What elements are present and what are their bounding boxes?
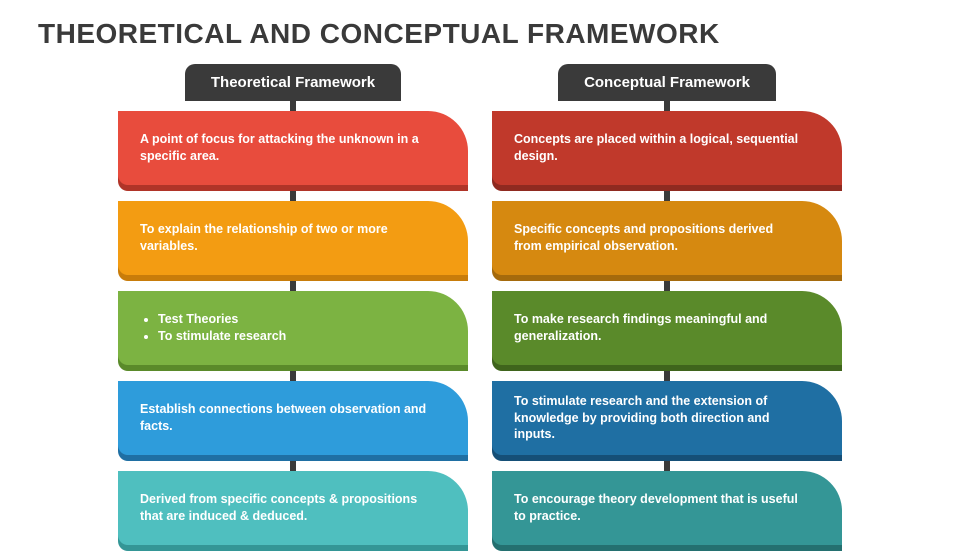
page-title: THEORETICAL AND CONCEPTUAL FRAMEWORK xyxy=(38,18,720,50)
card: To make research findings meaningful and… xyxy=(492,291,842,365)
card-text: To stimulate research and the extension … xyxy=(514,393,802,444)
columns-container: Theoretical Framework A point of focus f… xyxy=(0,64,960,545)
card-text: Derived from specific concepts & proposi… xyxy=(140,491,428,525)
card-face: Establish connections between observatio… xyxy=(118,381,468,455)
card: Test Theories To stimulate research xyxy=(118,291,468,365)
card-text: Concepts are placed within a logical, se… xyxy=(514,131,802,165)
card-face: To encourage theory development that is … xyxy=(492,471,842,545)
card-face: Test Theories To stimulate research xyxy=(118,291,468,365)
column-body-theoretical: A point of focus for attacking the unkno… xyxy=(118,101,468,545)
card-bullet: To stimulate research xyxy=(158,328,428,345)
card: Concepts are placed within a logical, se… xyxy=(492,111,842,185)
card-face: Specific concepts and propositions deriv… xyxy=(492,201,842,275)
card-text: To make research findings meaningful and… xyxy=(514,311,802,345)
card-text: Establish connections between observatio… xyxy=(140,401,428,435)
card-face: A point of focus for attacking the unkno… xyxy=(118,111,468,185)
card: To explain the relationship of two or mo… xyxy=(118,201,468,275)
card-bullets: Test Theories To stimulate research xyxy=(140,311,428,345)
card-bullet: Test Theories xyxy=(158,311,428,328)
card: A point of focus for attacking the unkno… xyxy=(118,111,468,185)
column-theoretical: Theoretical Framework A point of focus f… xyxy=(118,64,468,545)
card: Establish connections between observatio… xyxy=(118,381,468,455)
column-header-conceptual: Conceptual Framework xyxy=(558,64,776,101)
card-face: Derived from specific concepts & proposi… xyxy=(118,471,468,545)
card: To encourage theory development that is … xyxy=(492,471,842,545)
card-text: To encourage theory development that is … xyxy=(514,491,802,525)
card: Derived from specific concepts & proposi… xyxy=(118,471,468,545)
card-face: To stimulate research and the extension … xyxy=(492,381,842,455)
card: To stimulate research and the extension … xyxy=(492,381,842,455)
column-body-conceptual: Concepts are placed within a logical, se… xyxy=(492,101,842,545)
card-face: To explain the relationship of two or mo… xyxy=(118,201,468,275)
card: Specific concepts and propositions deriv… xyxy=(492,201,842,275)
card-face: To make research findings meaningful and… xyxy=(492,291,842,365)
card-text: A point of focus for attacking the unkno… xyxy=(140,131,428,165)
column-header-theoretical: Theoretical Framework xyxy=(185,64,401,101)
column-conceptual: Conceptual Framework Concepts are placed… xyxy=(492,64,842,545)
card-face: Concepts are placed within a logical, se… xyxy=(492,111,842,185)
card-text: Specific concepts and propositions deriv… xyxy=(514,221,802,255)
card-text: To explain the relationship of two or mo… xyxy=(140,221,428,255)
